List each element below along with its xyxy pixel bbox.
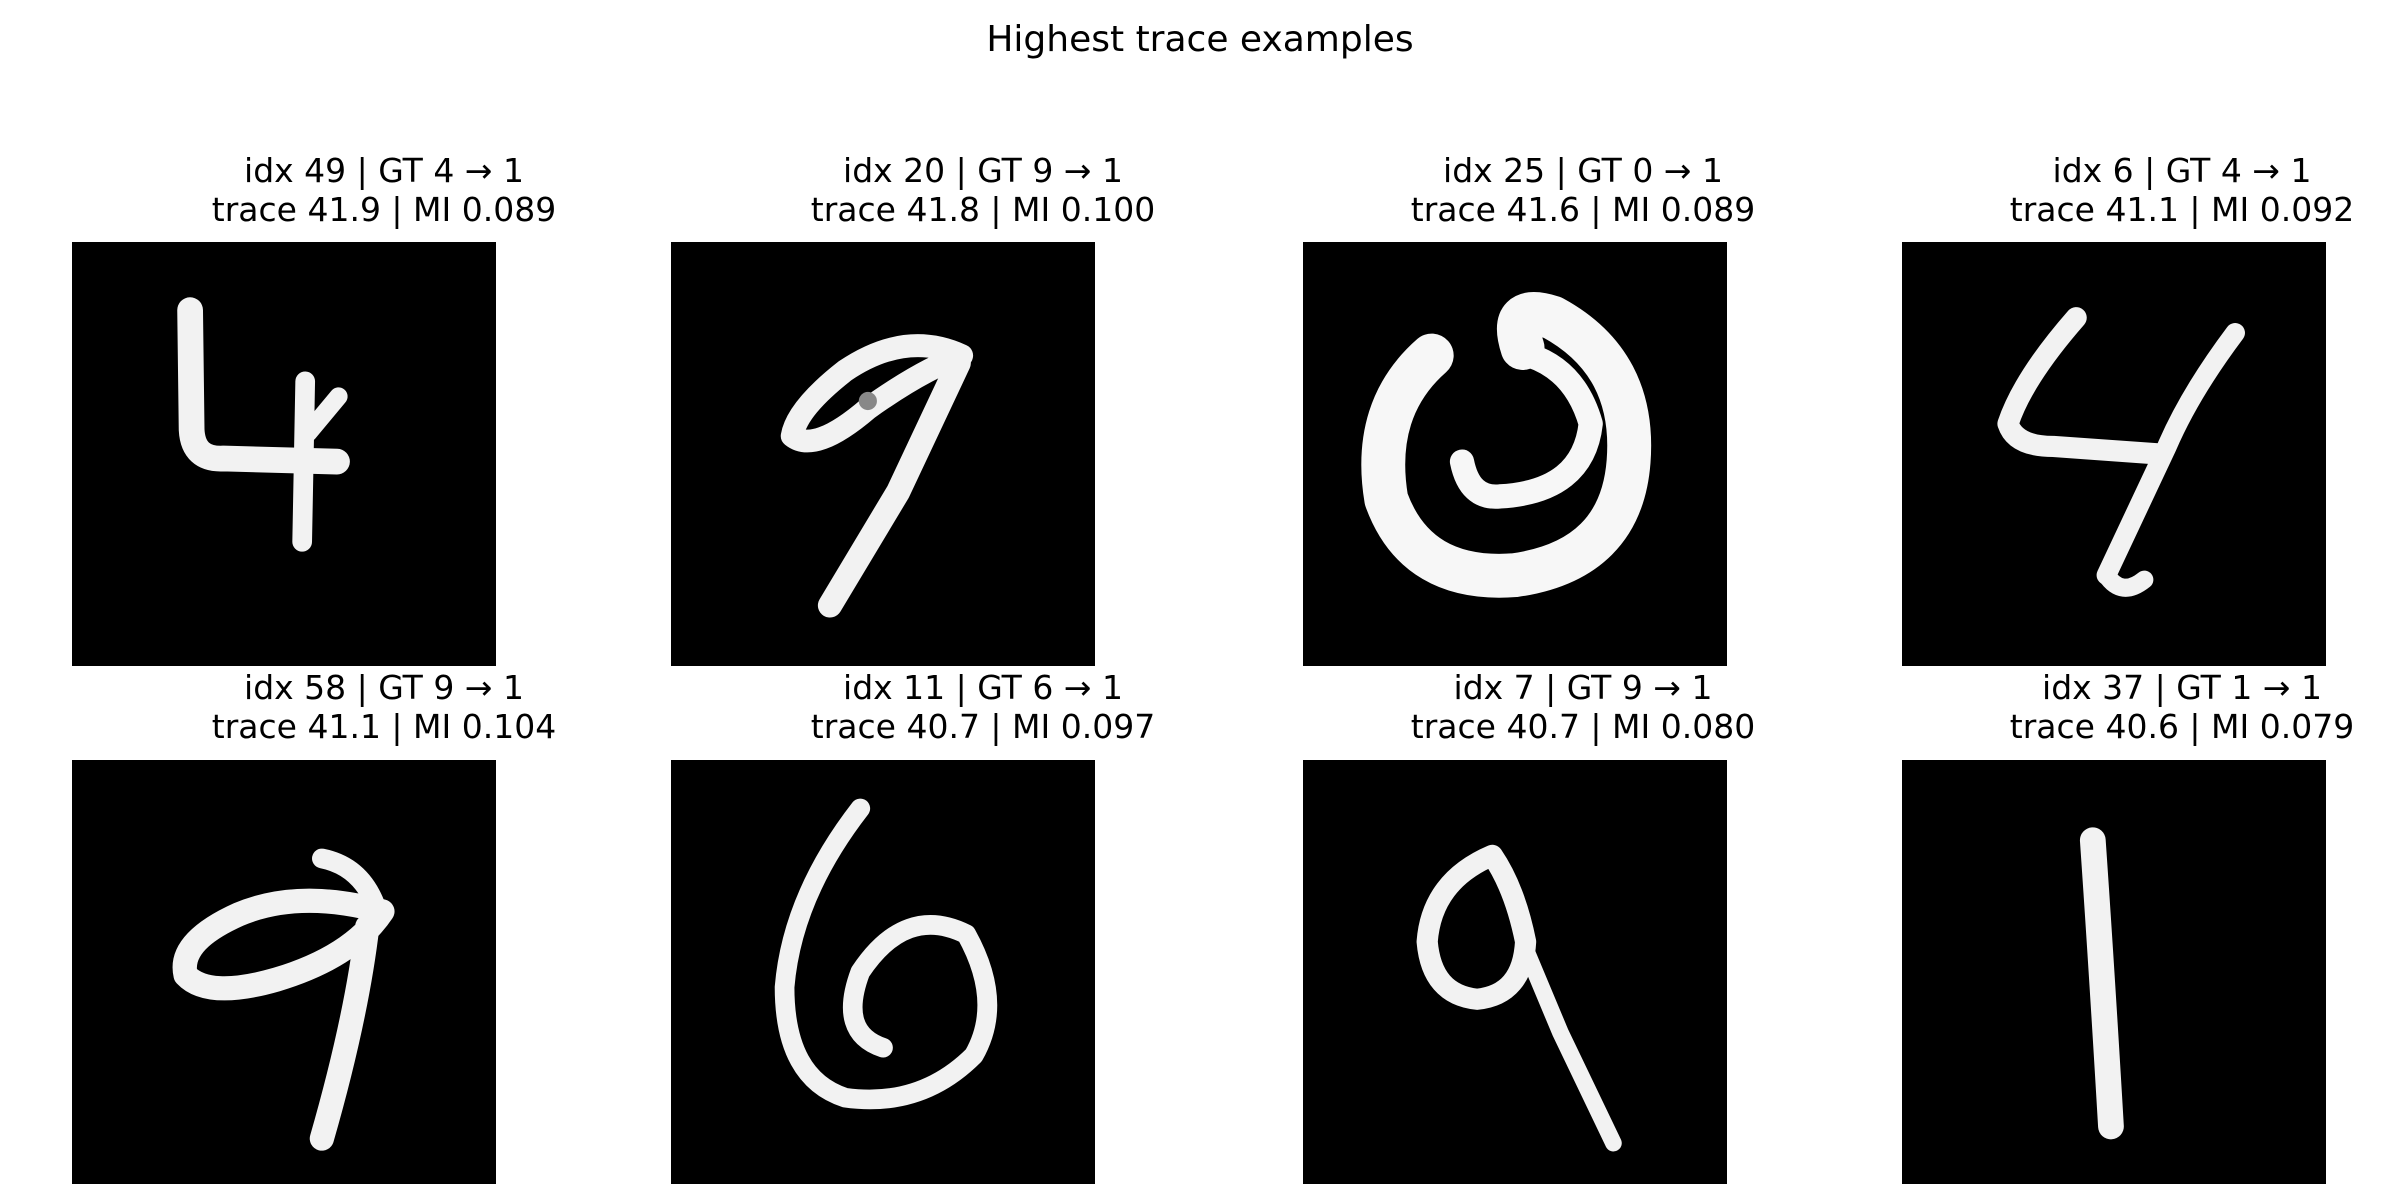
example-4-line-2: trace 41.1 | MI 0.092 <box>2009 190 2355 229</box>
figure-title: Highest trace examples <box>986 19 1414 60</box>
example-title-8: idx 37 | GT 1 → 1 trace 40.6 | MI 0.079 <box>1902 668 2400 746</box>
example-8-line-2: trace 40.6 | MI 0.079 <box>2009 707 2355 746</box>
digit-image-6 <box>671 760 1095 1184</box>
digit-image-7 <box>1303 760 1727 1184</box>
example-4-line-1: idx 6 | GT 4 → 1 <box>2052 151 2312 190</box>
digit-image-5 <box>72 760 496 1184</box>
digit-image-4 <box>1902 242 2326 666</box>
example-title-1: idx 49 | GT 4 → 1 trace 41.9 | MI 0.089 <box>104 151 664 229</box>
example-title-5: idx 58 | GT 9 → 1 trace 41.1 | MI 0.104 <box>104 668 664 746</box>
example-7-line-2: trace 40.7 | MI 0.080 <box>1410 707 1756 746</box>
digit-image-3 <box>1303 242 1727 666</box>
example-title-4: idx 6 | GT 4 → 1 trace 41.1 | MI 0.092 <box>1902 151 2400 229</box>
example-3-line-2: trace 41.6 | MI 0.089 <box>1410 190 1756 229</box>
digit-image-1 <box>72 242 496 666</box>
example-title-6: idx 11 | GT 6 → 1 trace 40.7 | MI 0.097 <box>703 668 1263 746</box>
example-title-3: idx 25 | GT 0 → 1 trace 41.6 | MI 0.089 <box>1303 151 1863 229</box>
example-1-line-2: trace 41.9 | MI 0.089 <box>211 190 557 229</box>
example-2-line-1: idx 20 | GT 9 → 1 <box>843 151 1123 190</box>
example-3-line-1: idx 25 | GT 0 → 1 <box>1443 151 1723 190</box>
example-5-line-1: idx 58 | GT 9 → 1 <box>244 668 524 707</box>
example-6-line-1: idx 11 | GT 6 → 1 <box>843 668 1123 707</box>
example-6-line-2: trace 40.7 | MI 0.097 <box>810 707 1156 746</box>
digit-image-8 <box>1902 760 2326 1184</box>
example-title-2: idx 20 | GT 9 → 1 trace 41.8 | MI 0.100 <box>703 151 1263 229</box>
example-1-line-1: idx 49 | GT 4 → 1 <box>244 151 524 190</box>
example-title-7: idx 7 | GT 9 → 1 trace 40.7 | MI 0.080 <box>1303 668 1863 746</box>
example-5-line-2: trace 41.1 | MI 0.104 <box>211 707 557 746</box>
example-7-line-1: idx 7 | GT 9 → 1 <box>1453 668 1713 707</box>
example-8-line-1: idx 37 | GT 1 → 1 <box>2042 668 2322 707</box>
example-2-line-2: trace 41.8 | MI 0.100 <box>810 190 1156 229</box>
digit-image-2 <box>671 242 1095 666</box>
